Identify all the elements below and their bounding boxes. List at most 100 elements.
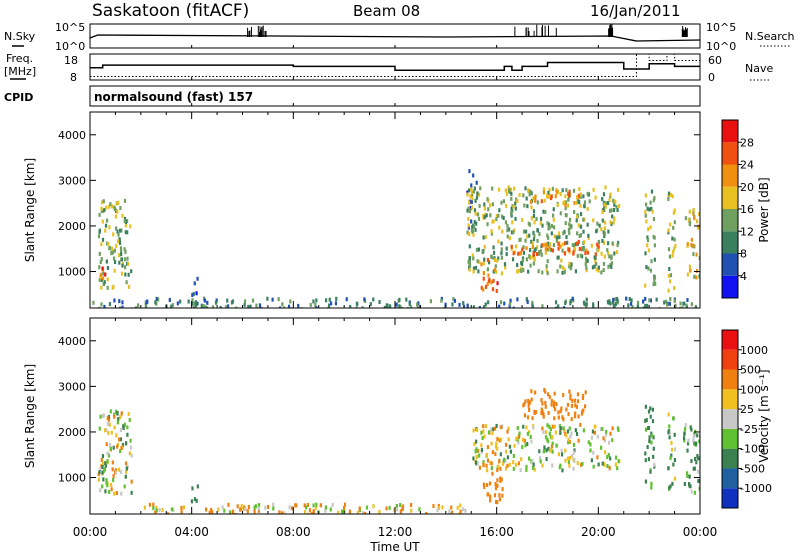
power-cell xyxy=(474,227,477,232)
colorbar-swatch xyxy=(722,468,738,489)
cpid-panel: CPID normalsound (fast) 157 xyxy=(4,85,701,107)
power-cell xyxy=(603,231,606,236)
velocity-cell xyxy=(172,507,175,512)
power-cell xyxy=(247,304,250,308)
velocity-cell xyxy=(490,466,493,471)
power-cell xyxy=(667,197,670,202)
power-cell xyxy=(534,247,537,252)
power-cell xyxy=(664,299,668,304)
power-cell xyxy=(695,219,699,224)
power-cell xyxy=(584,304,588,308)
velocity-cell xyxy=(508,462,511,467)
power-cell xyxy=(99,272,103,277)
velocity-cell xyxy=(527,430,531,435)
power-cell xyxy=(297,303,300,308)
velocity-cell xyxy=(264,505,267,510)
velocity-cell xyxy=(119,470,123,475)
power-cell xyxy=(440,298,443,303)
power-cell xyxy=(124,223,127,228)
power-cell xyxy=(557,190,560,195)
power-cell xyxy=(105,205,108,210)
power-cell xyxy=(550,231,553,236)
power-cell xyxy=(473,208,477,213)
velocity-cell xyxy=(122,426,125,431)
power-cell xyxy=(672,249,675,254)
velocity-cell xyxy=(130,479,133,484)
velocity-cell xyxy=(516,426,519,431)
power-cell xyxy=(462,304,466,308)
power-cell xyxy=(539,221,542,226)
velocity-cell xyxy=(528,407,531,412)
velocity-cell xyxy=(544,400,547,405)
velocity-cell xyxy=(565,407,568,412)
power-cell xyxy=(196,276,199,281)
velocity-cell xyxy=(272,502,275,507)
power-cell xyxy=(576,214,579,219)
velocity-cell xyxy=(558,465,561,470)
colorbar-swatch xyxy=(722,120,738,143)
power-cell xyxy=(683,301,686,306)
power-cell xyxy=(591,265,595,270)
velocity-cell xyxy=(694,441,698,446)
power-cell xyxy=(471,225,474,230)
power-cell xyxy=(144,306,148,308)
power-cell xyxy=(532,237,536,242)
velocity-cell xyxy=(674,447,677,452)
power-cell xyxy=(577,239,580,244)
velocity-cell xyxy=(667,412,670,417)
power-cell xyxy=(101,219,104,224)
power-cell xyxy=(513,250,517,255)
power-cell xyxy=(550,223,554,228)
power-cell xyxy=(535,216,538,221)
power-cell xyxy=(572,250,575,255)
power-cell xyxy=(119,228,122,233)
power-cell xyxy=(561,242,564,247)
power-cell xyxy=(602,192,606,197)
power-cell xyxy=(548,245,551,250)
power-cell xyxy=(474,265,478,270)
power-cell xyxy=(608,197,611,202)
power-cell xyxy=(551,248,555,253)
power-cell xyxy=(564,194,567,199)
velocity-cell xyxy=(126,425,129,430)
power-cell xyxy=(505,203,508,208)
power-cell xyxy=(108,302,112,307)
power-cell xyxy=(111,246,114,251)
velocity-cell xyxy=(562,393,565,398)
power-cell xyxy=(551,186,554,191)
power-cell xyxy=(486,222,489,227)
power-cell xyxy=(652,217,656,222)
velocity-cell xyxy=(696,456,700,461)
power-cell xyxy=(592,218,595,223)
power-cell xyxy=(120,257,124,262)
power-cell xyxy=(473,186,476,191)
velocity-cell xyxy=(574,428,577,433)
velocity-cell xyxy=(495,441,498,446)
power-cell xyxy=(559,264,562,269)
power-cell xyxy=(607,300,610,305)
colorbar-swatch xyxy=(722,142,738,165)
power-cell xyxy=(525,196,528,201)
velocity-cell xyxy=(110,430,113,435)
velocity-cell xyxy=(591,429,595,434)
power-cell xyxy=(521,258,525,263)
velocity-cell xyxy=(668,424,671,429)
power-cell xyxy=(546,247,549,252)
velocity-cell xyxy=(561,415,564,420)
freq-tick-bottom: 8 xyxy=(70,71,77,84)
power-cell xyxy=(482,216,485,221)
station-title: Saskatoon (fitACF) xyxy=(92,1,249,21)
y-tick-label: 4000 xyxy=(58,335,86,348)
velocity-cell xyxy=(119,415,122,420)
power-cell xyxy=(119,240,122,245)
power-cell xyxy=(468,263,472,268)
power-cell xyxy=(281,302,284,307)
velocity-cell xyxy=(533,467,536,472)
power-cell xyxy=(546,221,549,226)
power-cell xyxy=(107,241,110,246)
velocity-cell xyxy=(437,505,441,510)
power-cell xyxy=(487,260,491,265)
y-tick-label: 4000 xyxy=(58,129,86,142)
power-cell xyxy=(654,281,657,286)
power-cell xyxy=(492,250,496,255)
